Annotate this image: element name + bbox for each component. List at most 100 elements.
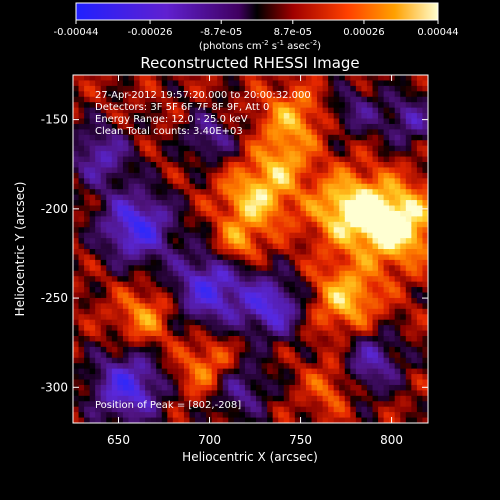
heatmap-cell bbox=[100, 189, 107, 196]
heatmap-cell bbox=[322, 156, 329, 163]
heatmap-cell bbox=[317, 384, 324, 391]
heatmap-cell bbox=[272, 357, 279, 364]
heatmap-cell bbox=[361, 227, 368, 234]
heatmap-cell bbox=[189, 194, 196, 201]
heatmap-cell bbox=[195, 91, 202, 98]
heatmap-cell bbox=[200, 341, 207, 348]
heatmap-cell bbox=[283, 319, 290, 326]
heatmap-cell bbox=[333, 368, 340, 375]
heatmap-cell bbox=[211, 314, 218, 321]
heatmap-cell bbox=[311, 232, 318, 239]
heatmap-cell bbox=[244, 178, 252, 185]
heatmap-cell bbox=[289, 417, 296, 423]
heatmap-cell bbox=[217, 368, 224, 375]
heatmap-cell bbox=[372, 384, 379, 391]
heatmap-cell bbox=[156, 379, 163, 386]
heatmap-cell bbox=[339, 129, 346, 136]
heatmap-cell bbox=[355, 374, 363, 381]
heatmap-cell bbox=[100, 395, 107, 402]
heatmap-cell bbox=[100, 325, 107, 332]
heatmap-cell bbox=[294, 162, 302, 169]
heatmap-cell bbox=[134, 265, 141, 272]
heatmap-cell bbox=[167, 357, 174, 364]
heatmap-cell bbox=[239, 314, 246, 321]
heatmap-cell bbox=[161, 308, 168, 315]
heatmap-cell bbox=[172, 287, 179, 294]
heatmap-cell bbox=[134, 357, 141, 364]
heatmap-cell bbox=[95, 183, 102, 190]
heatmap-cell bbox=[305, 216, 313, 223]
heatmap-cell bbox=[311, 417, 318, 423]
heatmap-cell bbox=[344, 401, 351, 408]
heatmap-cell bbox=[305, 346, 313, 353]
heatmap-cell bbox=[122, 183, 130, 190]
heatmap-cell bbox=[211, 238, 218, 245]
heatmap-cell bbox=[339, 319, 346, 326]
heatmap-cell bbox=[361, 243, 368, 250]
heatmap-cell bbox=[217, 162, 224, 169]
heatmap-cell bbox=[344, 123, 351, 130]
heatmap-cell bbox=[122, 314, 130, 321]
heatmap-cell bbox=[328, 281, 335, 288]
heatmap-cell bbox=[283, 243, 290, 250]
heatmap-cell bbox=[366, 314, 374, 321]
heatmap-cell bbox=[294, 200, 302, 207]
heatmap-cell bbox=[289, 265, 296, 272]
heatmap-cell bbox=[322, 357, 329, 364]
heatmap-cell bbox=[89, 412, 96, 419]
heatmap-cell bbox=[350, 134, 357, 141]
heatmap-cell bbox=[366, 325, 374, 332]
heatmap-cell bbox=[389, 254, 396, 261]
heatmap-cell bbox=[333, 281, 340, 288]
heatmap-cell bbox=[272, 336, 279, 343]
heatmap-cell bbox=[145, 276, 152, 283]
heatmap-cell bbox=[206, 210, 213, 217]
heatmap-cell bbox=[183, 308, 191, 315]
heatmap-cell bbox=[84, 162, 91, 169]
heatmap-cell bbox=[117, 330, 124, 337]
heatmap-cell bbox=[233, 238, 241, 245]
heatmap-cell bbox=[361, 91, 368, 98]
heatmap-cell bbox=[95, 390, 102, 397]
heatmap-cell bbox=[322, 113, 329, 120]
heatmap-cell bbox=[261, 319, 268, 326]
heatmap-cell bbox=[211, 270, 218, 277]
heatmap-cell bbox=[100, 232, 107, 239]
heatmap-cell bbox=[111, 401, 118, 408]
heatmap-cell bbox=[100, 259, 107, 266]
heatmap-cell bbox=[128, 210, 135, 217]
heatmap-cell bbox=[206, 308, 213, 315]
heatmap-cell bbox=[111, 308, 118, 315]
heatmap-cell bbox=[106, 379, 113, 386]
heatmap-cell bbox=[161, 254, 168, 261]
heatmap-cell bbox=[183, 134, 191, 141]
heatmap-cell bbox=[411, 412, 418, 419]
heatmap-cell bbox=[95, 156, 102, 163]
heatmap-cell bbox=[383, 200, 390, 207]
heatmap-cell bbox=[372, 243, 379, 250]
heatmap-cell bbox=[244, 341, 252, 348]
heatmap-cell bbox=[161, 352, 168, 359]
heatmap-cell bbox=[361, 107, 368, 114]
heatmap-cell bbox=[122, 319, 130, 326]
heatmap-cell bbox=[294, 210, 302, 217]
heatmap-cell bbox=[206, 178, 213, 185]
heatmap-cell bbox=[139, 417, 146, 423]
heatmap-cell bbox=[405, 151, 412, 158]
heatmap-cell bbox=[172, 297, 179, 304]
heatmap-cell bbox=[394, 210, 401, 217]
heatmap-cell bbox=[378, 281, 385, 288]
heatmap-cell bbox=[305, 292, 313, 299]
heatmap-cell bbox=[355, 336, 363, 343]
heatmap-cell bbox=[389, 189, 396, 196]
heatmap-cell bbox=[416, 113, 424, 120]
heatmap-cell bbox=[317, 352, 324, 359]
heatmap-cell bbox=[283, 281, 290, 288]
heatmap-cell bbox=[233, 102, 241, 109]
heatmap-cell bbox=[256, 194, 263, 201]
heatmap-cell bbox=[383, 281, 390, 288]
heatmap-cell bbox=[122, 390, 130, 397]
heatmap-cell bbox=[256, 162, 263, 169]
heatmap-cell bbox=[78, 200, 85, 207]
heatmap-cell bbox=[361, 330, 368, 337]
